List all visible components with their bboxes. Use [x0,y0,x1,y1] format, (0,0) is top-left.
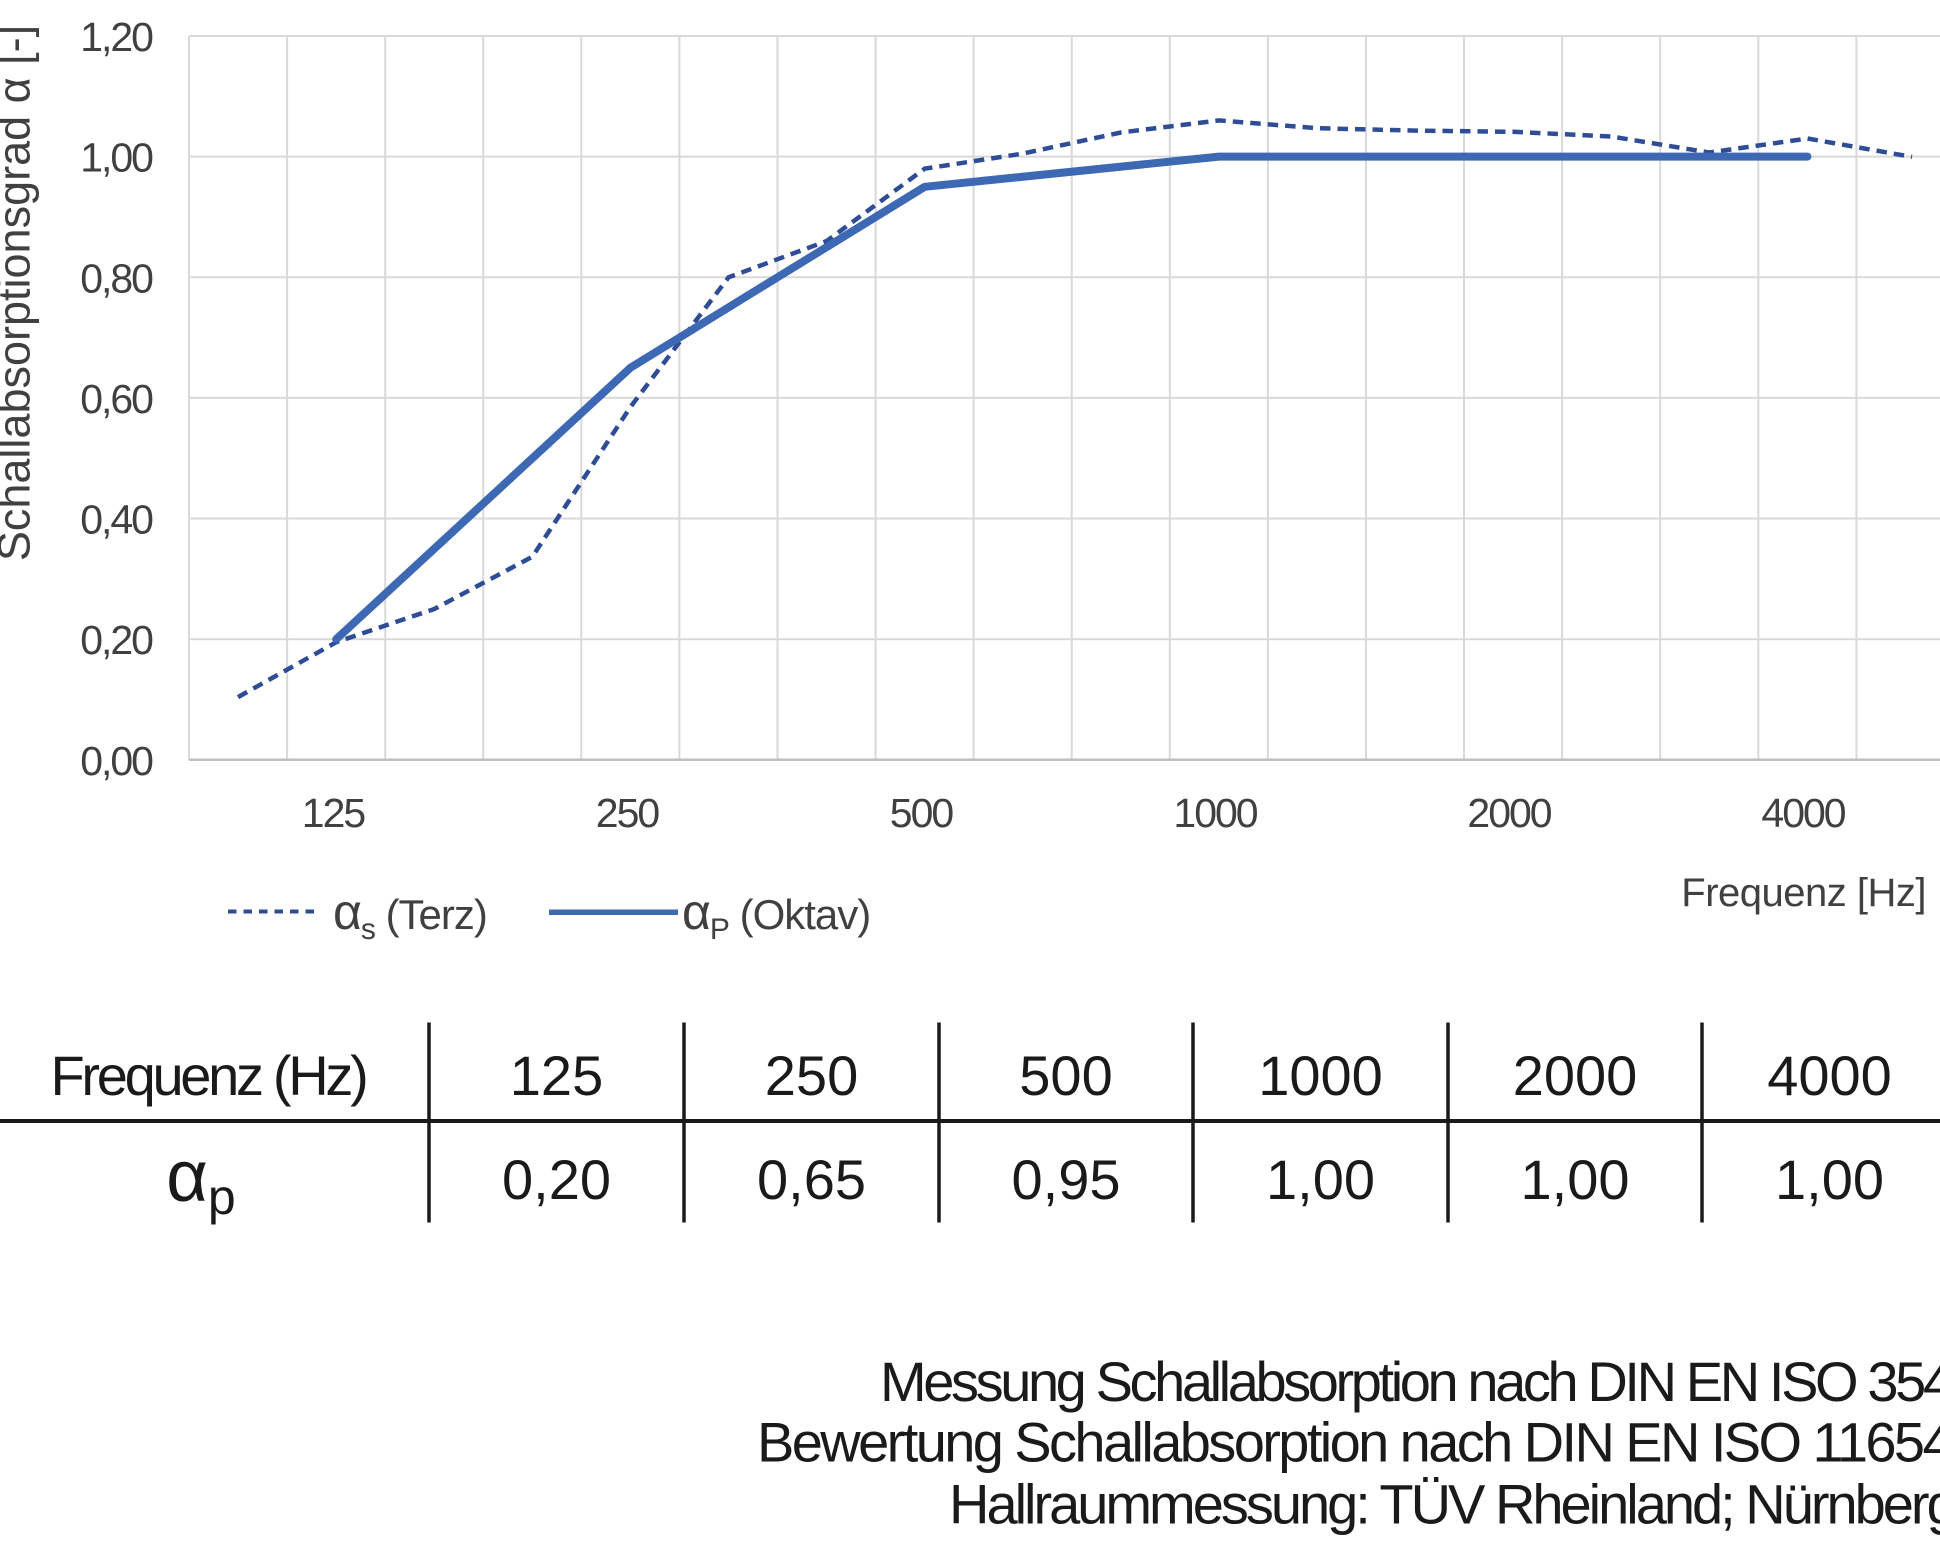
svg-text:0,20: 0,20 [80,617,153,663]
svg-text:αP (Oktav): αP (Oktav) [682,884,870,946]
svg-text:2000: 2000 [1513,1044,1638,1107]
svg-text:2000: 2000 [1467,790,1551,836]
svg-text:Frequenz (Hz): Frequenz (Hz) [51,1044,367,1107]
svg-text:125: 125 [510,1044,603,1107]
svg-text:250: 250 [765,1044,858,1107]
svg-text:4000: 4000 [1767,1044,1892,1107]
svg-text:1,00: 1,00 [1521,1148,1630,1211]
svg-text:500: 500 [1019,1044,1112,1107]
svg-text:0,80: 0,80 [80,255,153,301]
svg-text:αs (Terz): αs (Terz) [333,884,487,946]
svg-text:Hallraummessung: TÜV Rheinland: Hallraummessung: TÜV Rheinland; Nürnberg [949,1473,1940,1536]
svg-text:Messung Schallabsorption nach: Messung Schallabsorption nach DIN EN ISO… [880,1350,1940,1413]
svg-text:0,40: 0,40 [80,497,153,543]
svg-text:500: 500 [890,790,954,836]
svg-text:1000: 1000 [1173,790,1257,836]
svg-text:0,20: 0,20 [502,1148,611,1211]
svg-text:Bewertung Schallabsorption nac: Bewertung Schallabsorption nach DIN EN I… [757,1411,1940,1474]
svg-text:0,65: 0,65 [757,1148,866,1211]
svg-text:0,00: 0,00 [80,738,153,784]
svg-text:250: 250 [596,790,660,836]
svg-text:125: 125 [302,790,366,836]
svg-text:4000: 4000 [1761,790,1845,836]
svg-text:0,60: 0,60 [80,376,153,422]
svg-text:αp: αp [166,1137,235,1225]
svg-text:Schallabsorptionsgrad α [-]: Schallabsorptionsgrad α [-] [0,25,40,561]
svg-text:1,00: 1,00 [80,135,153,181]
svg-text:1,00: 1,00 [1266,1148,1375,1211]
svg-text:Frequenz [Hz]: Frequenz [Hz] [1681,871,1926,915]
svg-text:0,95: 0,95 [1012,1148,1121,1211]
svg-text:1,00: 1,00 [1775,1148,1884,1211]
svg-text:1000: 1000 [1258,1044,1383,1107]
svg-text:1,20: 1,20 [80,14,153,60]
